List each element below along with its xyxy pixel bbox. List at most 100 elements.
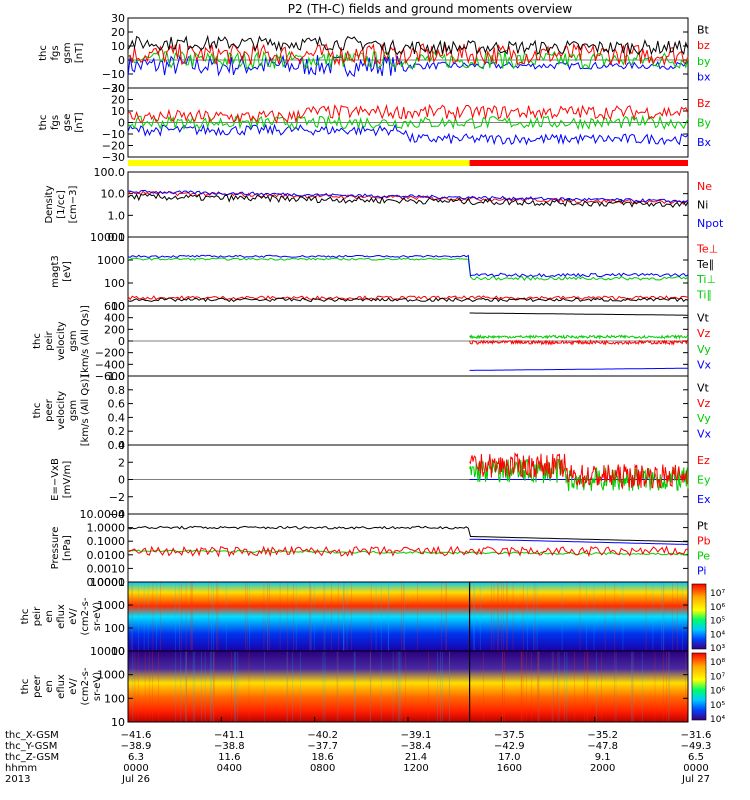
density-ytick-label: 10.0 [101, 188, 126, 201]
by-gse-trace [127, 114, 689, 131]
ve-ytick-label: 0.8 [108, 384, 126, 397]
xaxis-row-value: 1200 [403, 763, 428, 774]
fgs-ytick-label: 0 [118, 54, 125, 67]
xaxis-row-value: −39.1 [401, 730, 432, 741]
pressure-ytick-label: 0.0010 [87, 562, 126, 575]
xaxis-row-value: 0400 [217, 763, 242, 774]
fgs_gse-ytick-label: 20 [111, 94, 125, 107]
pressure-ytick-label: 0.0001 [87, 576, 126, 589]
pressure-legend-item: Pe [697, 550, 710, 563]
fgs_gse-ytick-label: 0 [118, 117, 125, 130]
fgs-ytick-label: 30 [111, 12, 125, 25]
vi-legend-item: Vy [697, 343, 711, 356]
temp-ylabel: magt3 [50, 255, 61, 288]
ion_spec-ylabel: peir [32, 606, 43, 626]
panel-ion_spec: 10⁷ 10⁶ 10⁵ 10⁴ 10³ 10000 1000 100 10 thc peir en ef… [20, 576, 725, 658]
density-ytick-label: 1.0 [108, 209, 126, 222]
xaxis-row-value: 0000 [123, 763, 148, 774]
panel-temp: 10000 1000 100 10 magt3 [eV] Te⊥ Te∥ Ti⊥ Ti∥ [50, 231, 718, 313]
efield-ylabel: [mV/m] [62, 461, 73, 499]
temp-ytick-label: 100 [104, 277, 125, 290]
xaxis-row-value: −49.3 [681, 741, 712, 752]
pressure-ylabel: [nPa] [62, 535, 73, 561]
fgs_gse-legend-item: Bx [697, 136, 712, 149]
ve-legend-item: Vx [697, 428, 712, 441]
vi-ytick-label: 0 [118, 335, 125, 348]
efield-ytick-label: 2 [118, 456, 125, 469]
elec_spec-colorbar-tick: 10⁸ [710, 658, 725, 668]
bx-trace [127, 54, 689, 78]
vi-ylabel: velocity [56, 321, 67, 360]
pressure-ytick-label: 0.1000 [87, 535, 126, 548]
ion_spec-colorbar [691, 583, 707, 650]
pressure-legend-item: Pb [697, 534, 711, 547]
xaxis-row-value: 9.1 [595, 752, 611, 763]
density-legend-item: Ne [697, 180, 712, 193]
vi-legend-item: Vt [697, 312, 710, 325]
elec_spec-ytick-label: 1000 [97, 669, 125, 682]
vx-trace [469, 367, 688, 371]
vi-ytick-label: −400 [95, 358, 125, 371]
density-frame [127, 171, 689, 238]
elec_spec-colorbar-tick: 10⁷ [710, 672, 725, 682]
xaxis-row-value: 2000 [590, 763, 615, 774]
vi-legend-item: Vx [697, 358, 712, 371]
pressure-ytick-label: 10.0000 [80, 508, 126, 521]
ion_spec-ytick-label: 10 [111, 645, 125, 658]
pressure-ytick-label: 1.0000 [87, 522, 126, 535]
density-legend-item: Ni [697, 199, 708, 212]
ion_spec-ylabel: eV/ [68, 608, 79, 625]
efield-ytick-label: 4 [118, 439, 125, 452]
fgs-legend-item: Bt [697, 24, 710, 37]
elec_spec-colorbar-tick: 10⁶ [710, 687, 725, 697]
xaxis-row-value: −37.5 [494, 730, 525, 741]
fgs-ylabel: thc [38, 45, 49, 61]
vi-ytick-label: −600 [95, 370, 125, 383]
xaxis-row-value: −42.9 [494, 741, 525, 752]
fgs_gse-ytick-label: 10 [111, 105, 125, 118]
vi-legend-item: Vz [697, 327, 711, 340]
density-ytick-label: 100.0 [94, 166, 126, 179]
panel-efield: 4 2 0 −2 −4 E=−VxB [mV/m] Ez Ey Ex [50, 439, 711, 521]
vi-ylabel: peir [44, 330, 55, 350]
mode-bar-segment [128, 160, 470, 166]
xaxis-row-label: thc_Y-GSM [5, 741, 57, 752]
pt-trace [127, 525, 688, 543]
ion_spec-ylabel: eflux [56, 604, 67, 629]
ion_spec-ytick-label: 100 [104, 622, 125, 635]
xaxis-row-value: −41.6 [121, 730, 152, 741]
ion_spec-ytick-label: 10000 [90, 576, 125, 589]
xaxis-row-value: −38.8 [214, 741, 245, 752]
ion_spec-colorbar-tick: 10³ [710, 644, 725, 654]
ion_spec-ytick-label: 1000 [97, 599, 125, 612]
xaxis-row-label: thc_Z-GSM [5, 752, 59, 763]
panel-density: 100.0 10.0 1.0 0.1 Density [1/cc] [cm−3] Ne Ni Np… [44, 166, 724, 244]
xaxis-row-value: 0000 [683, 763, 708, 774]
bx-gse-trace [127, 123, 689, 146]
temp-ytick-label: 10 [111, 300, 125, 313]
ti-perp-trace [128, 257, 689, 281]
pressure-ylabel: Pressure [50, 527, 61, 570]
fgs_gse-ylabel: fgs [50, 115, 61, 130]
ion_spec-ylabel: (cm2-s- [80, 597, 91, 635]
pi-trace [469, 538, 689, 545]
ne-trace [127, 190, 689, 205]
fgs_gse-ytick-label: −20 [102, 140, 125, 153]
fgs-ylabel: fgs [50, 45, 61, 60]
ion_spec-colorbar-tick: 10⁴ [710, 630, 725, 640]
fgs_gse-ytick-label: −10 [102, 128, 125, 141]
elec_spec-ylabel: sr-eV) [92, 672, 103, 701]
vi-ylabel: thc [32, 333, 43, 349]
xaxis-row-value: −37.7 [307, 741, 338, 752]
fgs_gse-ylabel: gse [62, 114, 73, 132]
xaxis-row-value: −38.9 [121, 741, 152, 752]
efield-ytick-label: −4 [109, 508, 125, 521]
xaxis-row-value: −40.2 [307, 730, 338, 741]
xaxis-row-value: 6.3 [128, 752, 144, 763]
fgs_gse-legend-item: By [697, 117, 712, 130]
ez-trace [469, 452, 689, 490]
efield-legend-item: Ex [697, 493, 711, 506]
